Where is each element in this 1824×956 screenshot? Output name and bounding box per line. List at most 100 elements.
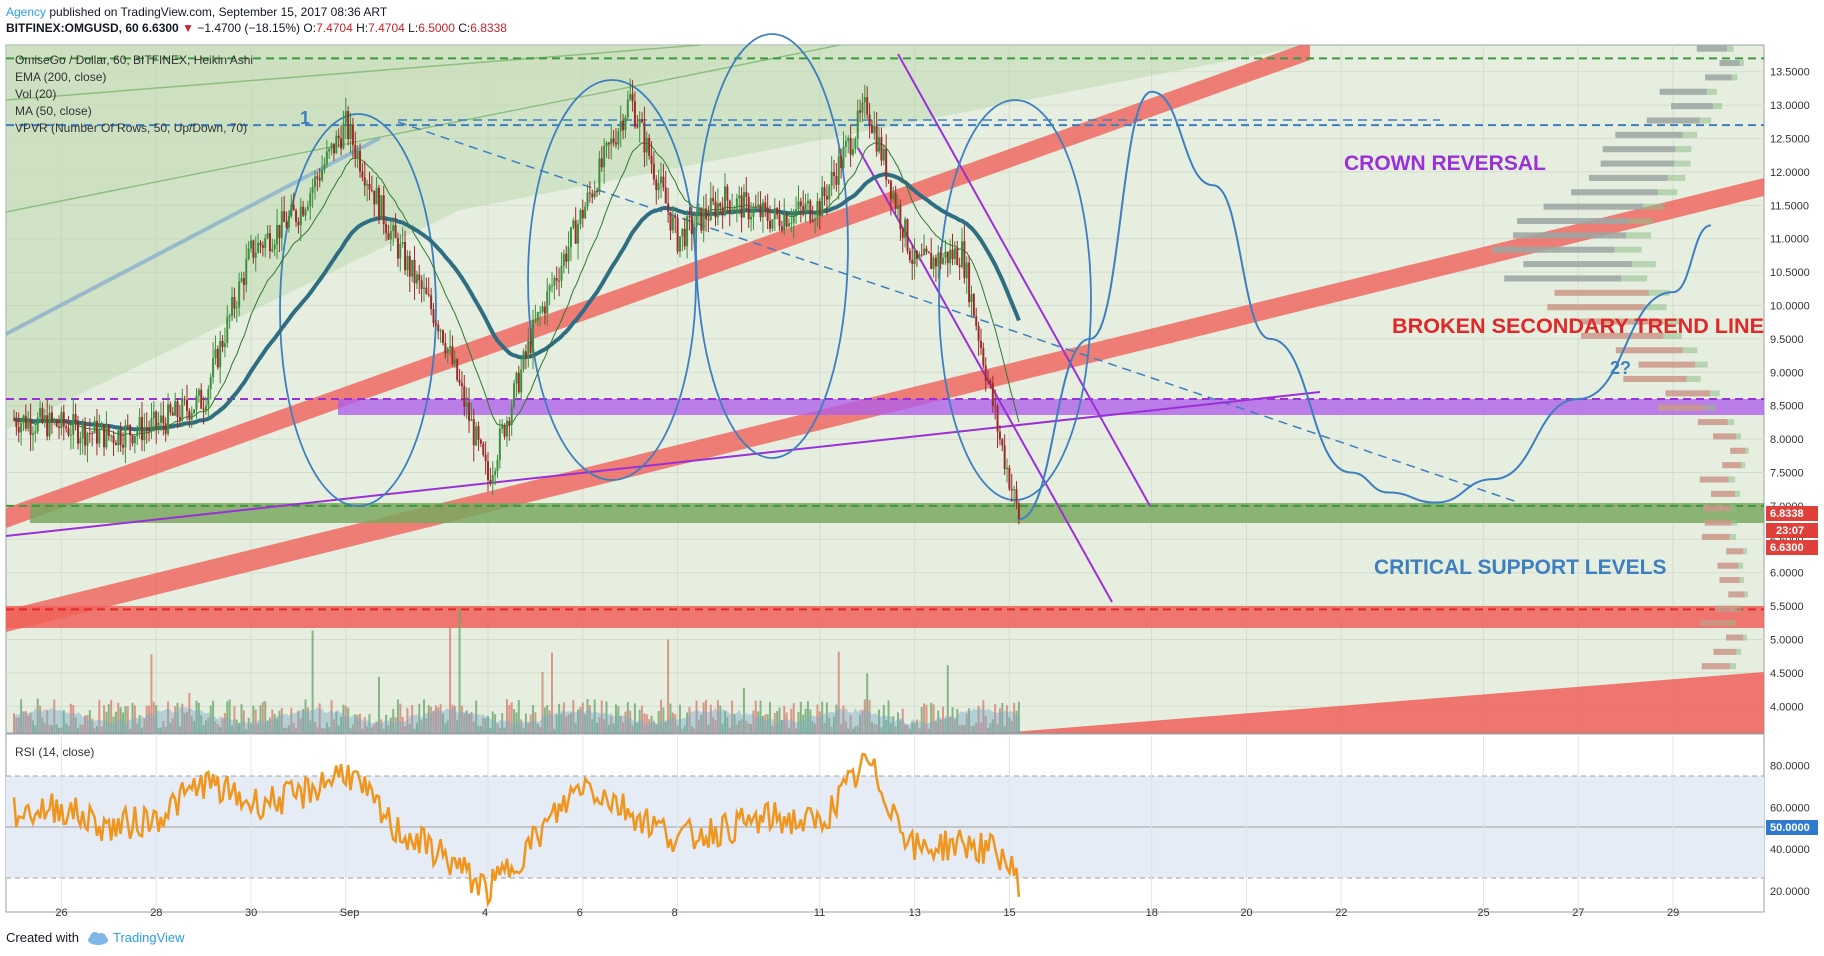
candle-body <box>994 405 997 407</box>
price-tick-label: 4.5000 <box>1770 668 1804 680</box>
candle-body <box>1017 503 1020 520</box>
candle-body <box>683 228 686 247</box>
volume-bar <box>792 703 795 733</box>
candle-body <box>690 216 693 235</box>
candle-body <box>795 209 798 213</box>
volume-bar <box>856 725 859 733</box>
time-tick-label: 11 <box>814 907 825 919</box>
volume-bar <box>404 726 407 733</box>
volume-bar <box>686 712 689 733</box>
volume-bar <box>958 725 961 733</box>
volume-bar <box>1013 702 1016 733</box>
candle-body <box>437 324 440 332</box>
rsi-axis[interactable]: 80.0000 60.0000 40.0000 20.0000 <box>1770 760 1810 898</box>
volume-bar <box>266 720 269 733</box>
volume-bar <box>892 716 895 733</box>
volume-bar <box>349 728 352 733</box>
candle-body <box>385 224 388 234</box>
candle-body <box>617 131 620 145</box>
volume-bar <box>193 720 196 733</box>
candle-body <box>899 205 902 229</box>
candle-body <box>906 219 909 251</box>
candle-body <box>970 294 973 303</box>
price-axis[interactable]: 13.5000 13.0000 12.5000 12.0000 11.5000 11.00… <box>1770 67 1810 714</box>
volume-bar <box>671 712 674 733</box>
candle-body <box>392 225 395 232</box>
candle-body <box>84 423 87 446</box>
volume-bar <box>316 727 319 733</box>
volume-bar <box>446 720 449 733</box>
candle-body <box>264 237 267 248</box>
volume-bar <box>48 724 51 733</box>
volume-bar <box>825 702 828 733</box>
volume-bar <box>15 717 18 733</box>
volume-bar <box>299 718 302 733</box>
candle-body <box>209 377 212 389</box>
volume-bar <box>693 728 696 733</box>
candle-body <box>103 424 106 448</box>
candle-body <box>733 208 736 210</box>
vpvr-down-bar <box>1523 261 1632 268</box>
candle-body <box>759 204 762 218</box>
volume-bar <box>505 699 508 733</box>
vpvr-down-bar <box>1719 60 1740 67</box>
candle-body <box>439 330 442 332</box>
candle-body <box>897 205 900 209</box>
volume-bar <box>851 728 854 733</box>
candle-body <box>271 248 274 252</box>
volume-bar <box>176 702 179 733</box>
volume-bar <box>382 728 385 733</box>
volume-bar <box>975 722 978 733</box>
volume-bar <box>942 706 945 733</box>
candle-body <box>944 251 947 258</box>
candle-body <box>112 435 115 443</box>
volume-bar <box>719 705 722 733</box>
volume-bar <box>342 704 345 733</box>
volume-bar <box>735 724 738 733</box>
volume-bar <box>795 728 798 733</box>
volume-bar <box>567 714 570 733</box>
volume-bar <box>513 709 516 733</box>
candle-body <box>359 150 362 172</box>
volume-bar <box>337 725 340 733</box>
volume-bar <box>418 703 421 733</box>
price-tick-label: 10.5000 <box>1770 267 1810 279</box>
candle-body <box>487 461 489 481</box>
volume-bar <box>520 719 523 733</box>
volume-bar <box>235 719 238 733</box>
author-link[interactable]: Agency <box>6 5 47 19</box>
candle-body <box>918 254 921 259</box>
candle-body <box>975 316 978 326</box>
vpvr-down-bar <box>1722 462 1742 469</box>
volume-bar <box>657 711 660 733</box>
candle-body <box>434 323 437 325</box>
wedge-line-upper <box>5 44 701 101</box>
volume-bar <box>74 717 77 733</box>
candle-body <box>811 220 814 222</box>
vpvr-down-bar <box>1704 519 1732 526</box>
time-tick-label: 6 <box>577 907 583 919</box>
candle-body <box>449 346 452 349</box>
volume-bar <box>887 700 890 733</box>
vpvr-down-bar <box>1615 131 1683 138</box>
volume-bar <box>742 687 745 733</box>
candle-body <box>951 249 954 259</box>
candle-body <box>252 240 255 258</box>
price-tick-label: 4.0000 <box>1770 701 1804 713</box>
volume-bar <box>41 717 44 733</box>
volume-bar <box>276 718 279 733</box>
volume-bar <box>626 701 629 733</box>
time-axis[interactable]: 26 28 30 Sep 4 6 8 11 13 15 18 20 22 25 27 29 <box>55 907 1679 919</box>
volume-bar <box>475 700 478 733</box>
volume-bar <box>572 700 575 733</box>
candle-body <box>792 212 795 223</box>
volume-bar <box>264 701 267 733</box>
volume-bar <box>636 722 639 733</box>
candle-body <box>650 155 653 164</box>
volume-bar <box>17 717 20 733</box>
rsi-tick-label: 40.0000 <box>1770 844 1810 856</box>
candle-body <box>780 226 783 231</box>
tradingview-link[interactable]: TradingView <box>87 930 185 945</box>
volume-bar <box>522 728 525 733</box>
